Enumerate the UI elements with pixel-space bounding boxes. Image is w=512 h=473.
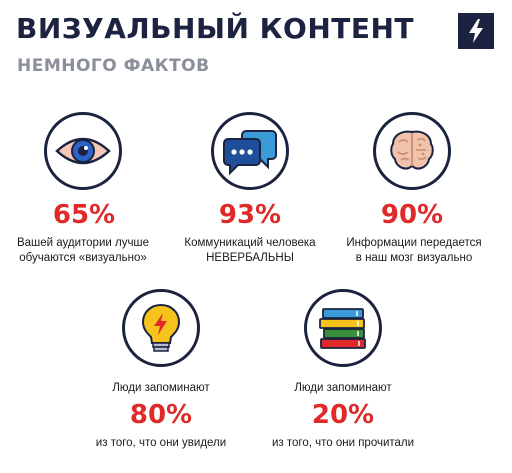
lightbulb-icon-circle: [122, 289, 200, 367]
stat-percent-5: 20%: [311, 400, 375, 430]
lightbulb-icon: [141, 303, 181, 352]
stat-desc-2-line2: НЕВЕРБАЛЬНЫ: [206, 252, 294, 264]
page-title: ВИЗУАЛЬНЫЙ КОНТЕНТ: [16, 12, 415, 45]
stat-percent-4: 80%: [129, 400, 193, 430]
stat-desc-3-line1: Информации передается: [346, 237, 482, 249]
chat-bubbles-icon-circle: [211, 112, 289, 190]
stat-percent-1: 65%: [52, 200, 116, 230]
brain-icon: [390, 130, 434, 170]
stat-desc-1: Вашей аудитории лучше обучаются «визуаль…: [8, 236, 158, 266]
stat-desc-2: Коммуникаций человека НЕВЕРБАЛЬНЫ: [170, 236, 330, 266]
lightning-bolt-icon: [458, 13, 494, 49]
page-subtitle: НЕМНОГО ФАКТОВ: [17, 56, 210, 76]
stat-desc-4-line2: из того, что они увидели: [95, 437, 227, 449]
stat-desc-5-line2: из того, что они прочитали: [271, 437, 415, 449]
stat-desc-4-line1: Люди запоминают: [112, 382, 210, 394]
stat-desc-3: Информации передается в наш мозг визуаль…: [334, 236, 494, 266]
stat-desc-1-line2: обучаются «визуально»: [19, 252, 147, 264]
eye-icon-circle: [44, 112, 122, 190]
stat-desc-3-line2: в наш мозг визуально: [355, 252, 473, 264]
chat-bubbles-icon: [223, 130, 277, 176]
stat-percent-3: 90%: [380, 200, 444, 230]
stat-desc-2-line1: Коммуникаций человека: [184, 237, 316, 249]
stat-desc-1-line1: Вашей аудитории лучше: [16, 237, 150, 249]
brain-icon-circle: [373, 112, 451, 190]
eye-icon: [55, 137, 111, 165]
stat-percent-2: 93%: [218, 200, 282, 230]
books-icon-circle: [304, 289, 382, 367]
books-icon: [319, 308, 366, 349]
stat-desc-5-line1: Люди запоминают: [294, 382, 392, 394]
